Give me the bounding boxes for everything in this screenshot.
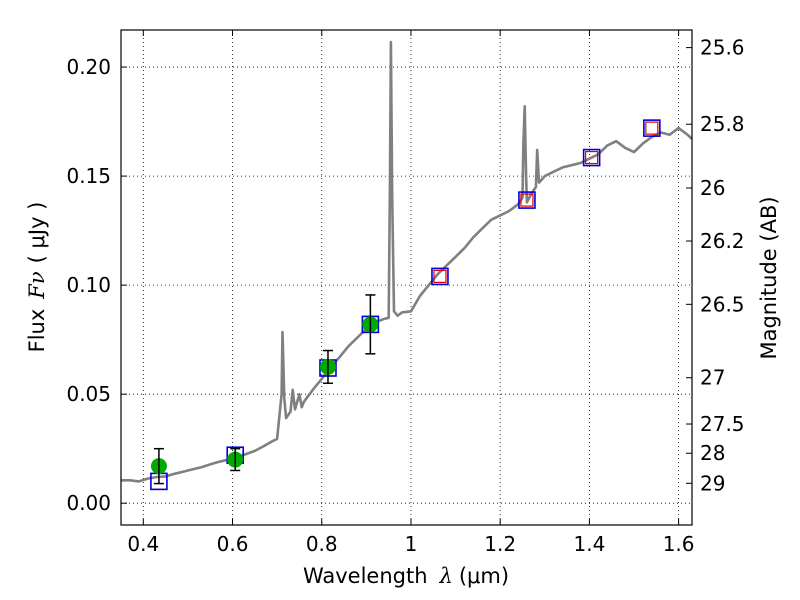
x-axis: 0.4 0.6 0.8 1 1.2 1.4 1.6 xyxy=(127,30,695,556)
y-axis: 0.00 0.05 0.10 0.15 0.20 xyxy=(66,55,127,515)
mag-tick-label: 28 xyxy=(700,441,725,465)
mag-tick-label: 27 xyxy=(700,366,725,390)
mag-tick-label: 27.5 xyxy=(700,412,745,436)
mag-tick-label: 26.2 xyxy=(700,229,745,253)
x-axis-label-symbol: λ xyxy=(439,564,453,588)
spectrum-line xyxy=(121,40,693,483)
model-photometry-square xyxy=(431,267,449,286)
mag-axis: 25.6 25.8 26 26.2 26.5 27 27.5 28 29 xyxy=(686,36,745,495)
y-axis-label-symbol: Fν xyxy=(25,271,49,300)
synthetic-photometry-square xyxy=(585,150,599,165)
x-tick-label: 1 xyxy=(405,532,418,556)
grid-lines xyxy=(121,30,692,525)
y-tick-label: 0.15 xyxy=(66,164,111,188)
x-axis-label-text: Wavelength xyxy=(303,564,428,588)
y-axis-label-text: Flux xyxy=(25,309,49,353)
x-axis-label: Wavelength λ (μm) xyxy=(303,564,509,588)
mag-tick-label: 29 xyxy=(700,471,725,495)
x-axis-label-unit: (μm) xyxy=(459,564,509,588)
x-tick-label: 0.8 xyxy=(306,532,338,556)
y-tick-label: 0.05 xyxy=(66,382,111,406)
x-tick-label: 1.6 xyxy=(663,532,695,556)
synthetic-photometry-square xyxy=(520,193,534,207)
model-photometry-square xyxy=(643,119,661,137)
y-axis-label-unit: ( μJy ) xyxy=(25,202,49,264)
x-tick-label: 0.4 xyxy=(127,532,159,556)
y-tick-label: 0.10 xyxy=(66,273,111,297)
x-tick-label: 0.6 xyxy=(217,532,249,556)
plot-frame xyxy=(120,29,693,526)
markers-layer xyxy=(150,119,661,491)
y-axis-label: Flux Fν ( μJy ) xyxy=(25,202,49,353)
synthetic-photometry-square xyxy=(433,269,447,284)
mag-tick-label: 26.5 xyxy=(700,292,745,316)
y-tick-label: 0.20 xyxy=(66,55,111,79)
y-tick-label: 0.00 xyxy=(66,491,111,515)
synthetic-photometry-square xyxy=(645,121,659,135)
mag-tick-label: 25.6 xyxy=(700,36,745,60)
mag-axis-label: Magnitude (AB) xyxy=(757,196,781,359)
spectrum-layer xyxy=(121,40,693,483)
x-tick-label: 1.4 xyxy=(573,532,605,556)
model-photometry-square xyxy=(582,148,601,167)
x-tick-label: 1.2 xyxy=(484,532,516,556)
model-photometry-square xyxy=(518,191,536,209)
mag-tick-label: 26 xyxy=(700,176,725,200)
mag-tick-label: 25.8 xyxy=(700,112,745,136)
